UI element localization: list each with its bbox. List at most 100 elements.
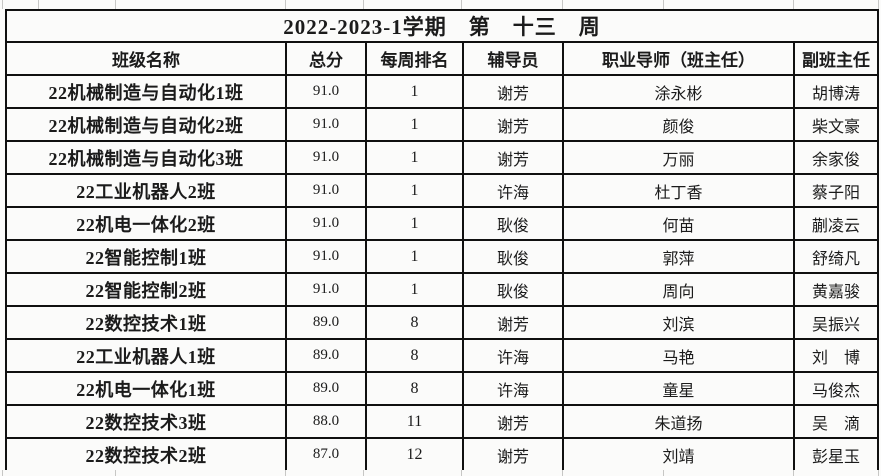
- column-header-weekly-rank: 每周排名: [365, 41, 464, 76]
- cell-career-mentor: 马艳: [562, 338, 795, 373]
- gridline: [461, 470, 462, 476]
- cell-class-name: 22数控技术1班: [5, 305, 287, 340]
- cell-total-score: 87.0: [285, 437, 367, 472]
- cell-total-score: 89.0: [285, 305, 367, 340]
- table-row: 22工业机器人1班 89.0 8 许海 马艳刘 博: [5, 338, 879, 373]
- cell-class-name: 22工业机器人2班: [5, 173, 287, 208]
- cell-weekly-rank: 1: [365, 206, 464, 241]
- cell-deputy-head: 舒绮凡: [793, 239, 879, 274]
- cell-career-mentor: 杜丁香: [562, 173, 795, 208]
- cell-career-mentor: 万丽: [562, 140, 795, 175]
- cell-deputy-head: 蒯凌云: [793, 206, 879, 241]
- cell-counselor: 耿俊: [462, 206, 564, 241]
- cell-total-score: 89.0: [285, 338, 367, 373]
- cell-weekly-rank: 11: [365, 404, 464, 439]
- cell-total-score: 91.0: [285, 107, 367, 142]
- column-header-total-score: 总分: [285, 41, 367, 76]
- gridline: [793, 470, 794, 476]
- cell-total-score: 89.0: [285, 371, 367, 406]
- table-row: 22数控技术1班 89.0 8 谢芳 刘滨 吴振兴: [5, 305, 879, 340]
- gridline: [115, 470, 116, 476]
- cell-class-name: 22数控技术2班: [5, 437, 287, 472]
- cell-class-name: 22智能控制2班: [5, 272, 287, 307]
- cell-weekly-rank: 1: [365, 239, 464, 274]
- cell-career-mentor: 颜俊: [562, 107, 795, 142]
- cell-weekly-rank: 1: [365, 107, 464, 142]
- gridline: [38, 0, 39, 9]
- gridline: [461, 0, 462, 9]
- cell-counselor: 许海: [462, 371, 564, 406]
- cell-class-name: 22工业机器人1班: [5, 338, 287, 373]
- cell-weekly-rank: 8: [365, 305, 464, 340]
- cell-total-score: 91.0: [285, 206, 367, 241]
- cell-career-mentor: 刘靖: [562, 437, 795, 472]
- cell-class-name: 22机电一体化2班: [5, 206, 287, 241]
- gridline: [562, 470, 563, 476]
- column-header-career-mentor: 职业导师（班主任）: [562, 41, 795, 76]
- cell-total-score: 91.0: [285, 272, 367, 307]
- cell-counselor: 谢芳: [462, 140, 564, 175]
- gridline: [663, 0, 664, 9]
- table-row: 22智能控制1班 91.0 1 耿俊 郭萍 舒绮凡: [5, 239, 879, 274]
- cell-career-mentor: 周向: [562, 272, 795, 307]
- cell-counselor: 谢芳: [462, 107, 564, 142]
- table-row: 22数控技术2班 87.0 12 谢芳 刘靖 彭星玉: [5, 437, 879, 472]
- column-header-counselor: 辅导员: [462, 41, 564, 76]
- cell-weekly-rank: 8: [365, 371, 464, 406]
- cell-total-score: 91.0: [285, 173, 367, 208]
- gridline: [878, 0, 879, 9]
- title-row: 2022-2023-1学期 第 十三 周: [5, 9, 879, 43]
- gridline: [285, 0, 286, 9]
- cell-deputy-head: 吴振兴: [793, 305, 879, 340]
- gridline: [2, 470, 3, 476]
- top-gridline-strip: [0, 0, 881, 9]
- cell-counselor: 谢芳: [462, 437, 564, 472]
- gridline: [562, 0, 563, 9]
- table-row: 22机电一体化1班 89.0 8 许海 童星 马俊杰: [5, 371, 879, 406]
- cell-career-mentor: 郭萍: [562, 239, 795, 274]
- gridline: [285, 470, 286, 476]
- cell-class-name: 22机械制造与自动化3班: [5, 140, 287, 175]
- cell-class-name: 22机械制造与自动化1班: [5, 74, 287, 109]
- cell-class-name: 22数控技术3班: [5, 404, 287, 439]
- cell-weekly-rank: 12: [365, 437, 464, 472]
- gridline: [2, 0, 3, 9]
- table-row: 22机电一体化2班 91.0 1 耿俊 何苗 蒯凌云: [5, 206, 879, 241]
- cell-career-mentor: 朱道扬: [562, 404, 795, 439]
- cell-class-name: 22智能控制1班: [5, 239, 287, 274]
- cell-deputy-head: 蔡子阳: [793, 173, 879, 208]
- cell-career-mentor: 童星: [562, 371, 795, 406]
- cell-counselor: 许海: [462, 173, 564, 208]
- gridline: [793, 0, 794, 9]
- gridline: [115, 0, 116, 9]
- table-row: 22机械制造与自动化1班 91.0 1 谢芳 涂永彬 胡博涛: [5, 74, 879, 109]
- table-row: 22数控技术3班 88.0 11 谢芳 朱道扬吴 滴: [5, 404, 879, 439]
- cell-deputy-head: 彭星玉: [793, 437, 879, 472]
- cell-weekly-rank: 1: [365, 74, 464, 109]
- cell-deputy-head: 黄嘉骏: [793, 272, 879, 307]
- table-row: 22机械制造与自动化2班 91.0 1 谢芳 颜俊 柴文豪: [5, 107, 879, 142]
- column-header-deputy-head: 副班主任: [793, 41, 879, 76]
- cell-deputy-head: 胡博涛: [793, 74, 879, 109]
- class-ranking-table: 2022-2023-1学期 第 十三 周 班级名称 总分 每周排名 辅导员 职业导师（班…: [5, 9, 879, 472]
- cell-career-mentor: 刘滨: [562, 305, 795, 340]
- cell-counselor: 耿俊: [462, 272, 564, 307]
- table-title: 2022-2023-1学期 第 十三 周: [5, 9, 879, 43]
- cell-weekly-rank: 1: [365, 173, 464, 208]
- column-header-class-name: 班级名称: [5, 41, 287, 76]
- cell-career-mentor: 何苗: [562, 206, 795, 241]
- gridline: [363, 0, 364, 9]
- cell-total-score: 91.0: [285, 140, 367, 175]
- cell-deputy-head: 马俊杰: [793, 371, 879, 406]
- gridline: [878, 470, 879, 476]
- cell-weekly-rank: 1: [365, 140, 464, 175]
- cell-counselor: 耿俊: [462, 239, 564, 274]
- cell-deputy-head: 吴 滴: [793, 404, 879, 439]
- bottom-gridline-strip: [0, 470, 881, 476]
- gridline: [663, 470, 664, 476]
- cell-class-name: 22机械制造与自动化2班: [5, 107, 287, 142]
- cell-career-mentor: 涂永彬: [562, 74, 795, 109]
- cell-deputy-head: 余家俊: [793, 140, 879, 175]
- table-row: 22工业机器人2班 91.0 1 许海 杜丁香 蔡子阳: [5, 173, 879, 208]
